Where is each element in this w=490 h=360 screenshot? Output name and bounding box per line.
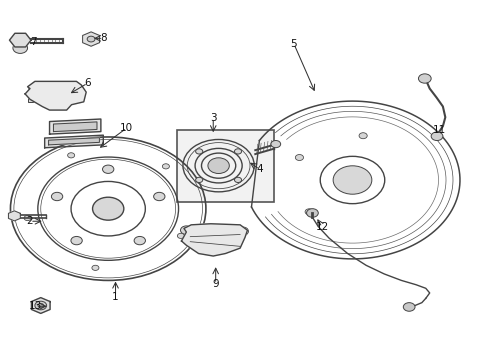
Circle shape [92, 265, 99, 270]
Polygon shape [49, 138, 99, 145]
Polygon shape [8, 211, 20, 221]
Circle shape [35, 301, 47, 310]
Text: 11: 11 [433, 125, 446, 135]
Text: 4: 4 [256, 164, 263, 174]
Circle shape [208, 158, 229, 174]
Circle shape [24, 216, 31, 221]
Circle shape [13, 42, 27, 53]
Polygon shape [9, 33, 31, 47]
Polygon shape [45, 135, 103, 148]
Circle shape [154, 192, 165, 201]
Circle shape [177, 233, 184, 238]
Circle shape [403, 303, 415, 311]
Circle shape [102, 165, 114, 174]
Bar [27, 88, 46, 102]
Polygon shape [83, 32, 99, 46]
Circle shape [307, 209, 318, 217]
Circle shape [235, 177, 242, 183]
Text: 7: 7 [30, 37, 37, 47]
Circle shape [162, 164, 170, 169]
Ellipse shape [69, 89, 77, 99]
Circle shape [68, 153, 74, 158]
Circle shape [305, 209, 313, 215]
Circle shape [38, 303, 44, 308]
Polygon shape [53, 122, 97, 132]
Circle shape [196, 177, 203, 183]
Text: 2: 2 [26, 216, 33, 226]
Circle shape [418, 74, 431, 83]
Text: 12: 12 [316, 222, 329, 232]
Circle shape [295, 154, 303, 161]
Bar [176, 130, 274, 202]
Circle shape [51, 192, 63, 201]
Polygon shape [31, 298, 50, 314]
Circle shape [134, 237, 146, 245]
Circle shape [359, 133, 367, 139]
Polygon shape [181, 224, 247, 256]
Text: 6: 6 [84, 78, 91, 88]
Ellipse shape [66, 86, 80, 102]
Text: 13: 13 [29, 301, 43, 311]
Circle shape [235, 149, 242, 154]
Polygon shape [25, 81, 86, 110]
Text: 3: 3 [210, 113, 217, 123]
Circle shape [196, 149, 203, 154]
Polygon shape [49, 119, 101, 134]
Circle shape [87, 36, 95, 42]
Circle shape [93, 197, 124, 220]
Circle shape [333, 166, 372, 194]
Circle shape [237, 227, 248, 235]
Circle shape [431, 132, 443, 140]
Circle shape [180, 226, 192, 234]
Text: 9: 9 [212, 279, 219, 289]
Circle shape [71, 237, 82, 245]
Text: 5: 5 [291, 39, 297, 49]
Text: 8: 8 [100, 33, 107, 43]
Text: 1: 1 [112, 292, 119, 302]
Circle shape [271, 140, 281, 148]
Text: 10: 10 [120, 123, 133, 133]
